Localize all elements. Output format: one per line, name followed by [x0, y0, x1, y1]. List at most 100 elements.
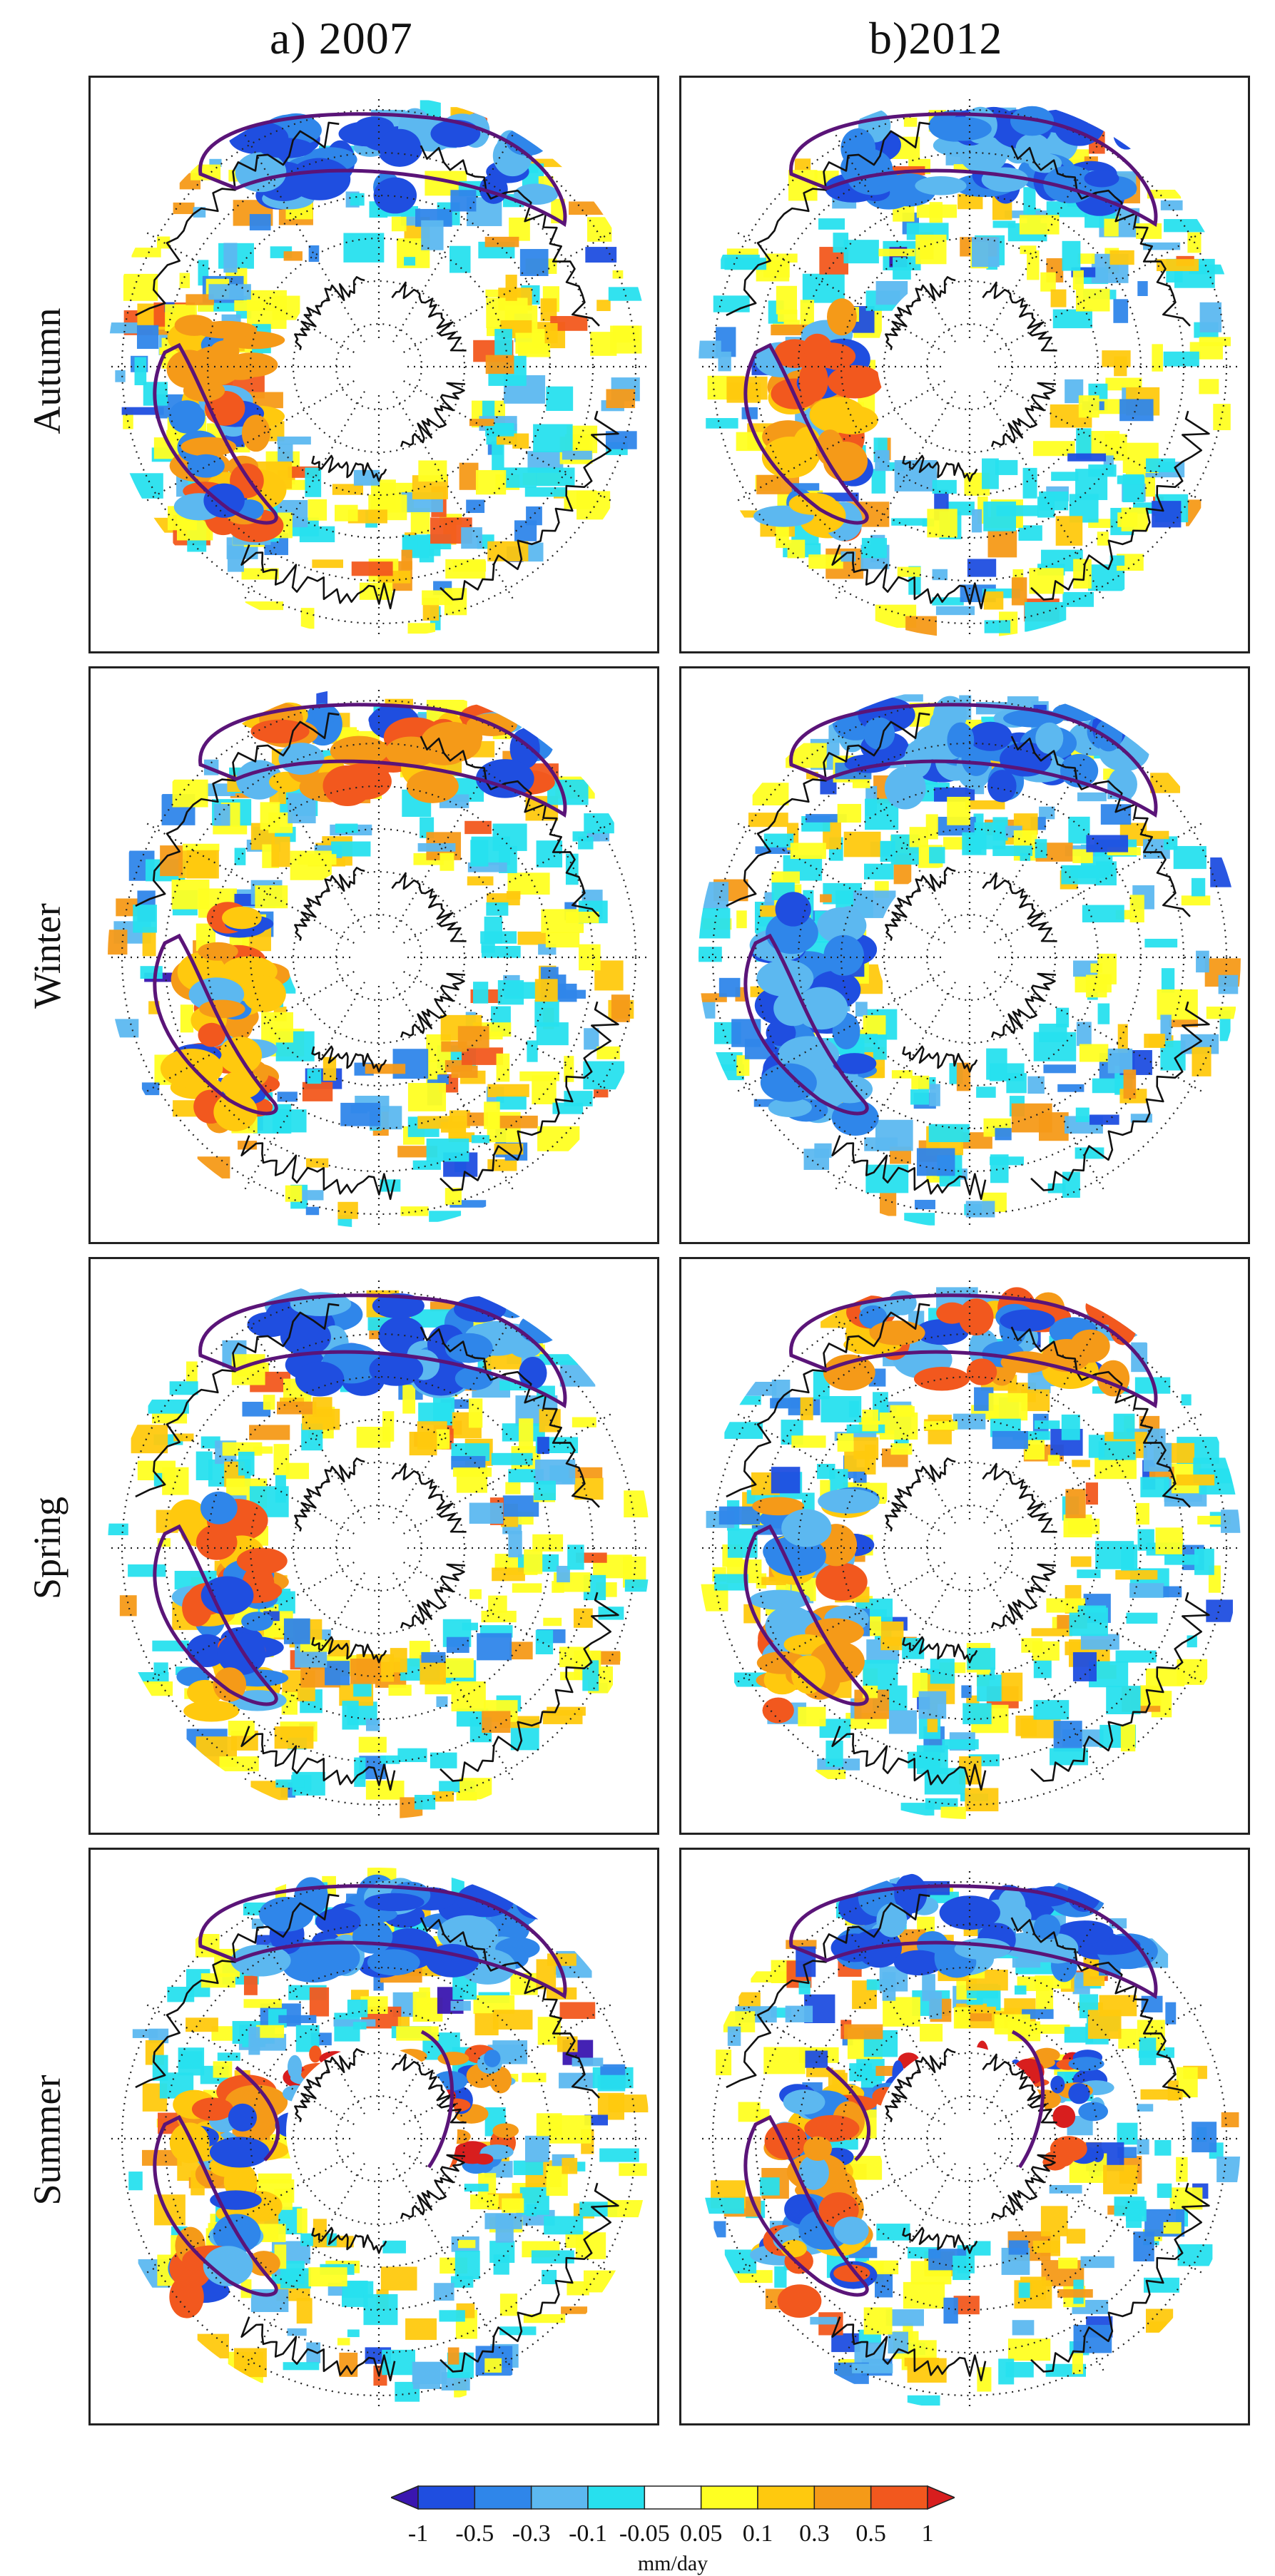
anomaly-cell	[608, 287, 646, 301]
anomaly-cell	[535, 1629, 554, 1654]
anomaly-cell	[562, 450, 592, 460]
anomaly-cell	[771, 1467, 801, 1494]
anomaly-cell	[288, 158, 351, 200]
anomaly-cell	[1077, 792, 1107, 802]
anomaly-cell	[537, 1437, 549, 1455]
anomaly-cell	[962, 1703, 992, 1724]
graticule	[699, 96, 1241, 638]
anomaly-cell	[261, 1012, 293, 1043]
anomaly-cell	[965, 1788, 999, 1812]
anomaly-cell	[337, 1201, 358, 1219]
anomaly-cell	[1139, 2037, 1157, 2065]
anomaly-cell	[733, 510, 760, 518]
colorbar-tick-label: 0.1	[742, 2520, 773, 2547]
map-panel-winter-2012	[679, 666, 1250, 1244]
colorbar-swatch	[870, 2485, 928, 2510]
anomaly-cell	[519, 2187, 549, 2215]
anomaly-cell	[128, 1564, 166, 1577]
anomaly-cell	[1055, 516, 1083, 546]
anomaly-cell	[897, 566, 921, 577]
anomaly-cell	[412, 2361, 447, 2384]
anomaly-cell	[1076, 288, 1110, 312]
colorbar-swatches	[391, 2485, 955, 2510]
anomaly-cell	[816, 1769, 846, 1779]
anomaly-cell	[449, 1200, 487, 1208]
anomaly-cell	[1000, 1672, 1023, 1701]
colorbar: -1 -0.5 -0.3 -0.1 -0.05 0.05 0.1 0.3 0.5 1 mm/day	[391, 2480, 955, 2575]
map-canvas	[699, 96, 1241, 638]
anomaly-cell	[982, 458, 999, 489]
anomaly-cell	[437, 1915, 499, 1953]
anomaly-cell	[916, 204, 957, 218]
anomaly-cell	[998, 2358, 1015, 2385]
anomaly-cell	[485, 355, 514, 375]
anomaly-cell	[943, 2297, 958, 2324]
anomaly-cell	[446, 1636, 469, 1653]
anomaly-cell	[942, 1739, 979, 1750]
anomaly-cell	[606, 389, 636, 409]
anomaly-cell	[274, 1726, 314, 1749]
anomaly-cell	[258, 138, 314, 158]
coastline	[135, 1303, 619, 1791]
anomaly-cell	[519, 1418, 534, 1450]
anomaly-cell	[364, 1893, 425, 1912]
anomaly-cell	[477, 1633, 512, 1661]
anomaly-cell	[275, 1779, 305, 1788]
anomaly-cell	[1027, 250, 1040, 280]
anomaly-cell	[612, 270, 624, 279]
colorbar-tick-label: -0.5	[455, 2520, 494, 2547]
anomaly-cell	[132, 1681, 173, 1696]
anomaly-cell	[313, 1397, 332, 1417]
anomaly-cell	[467, 876, 494, 886]
anomaly-cell	[391, 216, 407, 232]
map-panel-autumn-2012	[679, 76, 1250, 653]
arctic-area	[877, 2046, 1048, 2217]
anomaly-cell	[1064, 2027, 1093, 2043]
anomaly-cell	[1186, 499, 1202, 526]
anomaly-cell	[352, 2022, 367, 2030]
anomaly-cell	[228, 1690, 287, 1711]
anomaly-cell	[290, 850, 332, 880]
anomaly-cell	[533, 424, 573, 452]
anomaly-cell	[1165, 2002, 1177, 2025]
anomaly-cell	[559, 2002, 596, 2020]
anomaly-cell	[596, 300, 611, 312]
anomaly-cell	[277, 436, 311, 445]
anomaly-cell	[859, 1305, 888, 1329]
anomaly-cell	[966, 1358, 997, 1385]
anomaly-cell	[461, 527, 482, 549]
colorbar-tick-label: -0.3	[512, 2520, 551, 2547]
anomaly-cell	[748, 813, 788, 828]
map-canvas	[699, 1868, 1241, 2410]
anomaly-cell	[445, 1188, 462, 1205]
graticule	[108, 686, 650, 1228]
anomaly-cell	[312, 559, 343, 569]
anomaly-cell	[524, 2135, 549, 2162]
climatology-contour	[153, 1884, 567, 2297]
anomaly-cell	[382, 1411, 395, 1442]
anomaly-cell	[406, 769, 459, 803]
anomaly-cell	[228, 1721, 255, 1736]
anomaly-cell	[1173, 845, 1207, 870]
anomaly-cell	[823, 1354, 875, 1391]
anomaly-cell	[505, 275, 517, 301]
anomaly-cell	[260, 802, 280, 830]
anomaly-cell	[818, 1488, 880, 1514]
anomaly-cell	[278, 444, 293, 462]
anomaly-cell	[1085, 1482, 1098, 1505]
anomaly-cell	[203, 483, 245, 518]
anomaly-cell	[1031, 1628, 1072, 1636]
anomaly-cell	[464, 2184, 489, 2192]
anomaly-cell	[771, 871, 800, 884]
anomaly-cell	[156, 236, 171, 249]
anomaly-cell	[940, 1806, 966, 1819]
anomaly-cell	[458, 2239, 476, 2249]
anomaly-cell	[755, 846, 793, 855]
anomaly-cell	[502, 2198, 524, 2213]
colorbar-tick-label: 1	[921, 2520, 934, 2547]
anomaly-cell	[417, 842, 456, 852]
anomaly-cell	[1157, 989, 1198, 1020]
anomaly-cell	[966, 2013, 992, 2022]
anomaly-cell	[763, 262, 790, 278]
anomaly-cell	[1129, 1583, 1164, 1598]
